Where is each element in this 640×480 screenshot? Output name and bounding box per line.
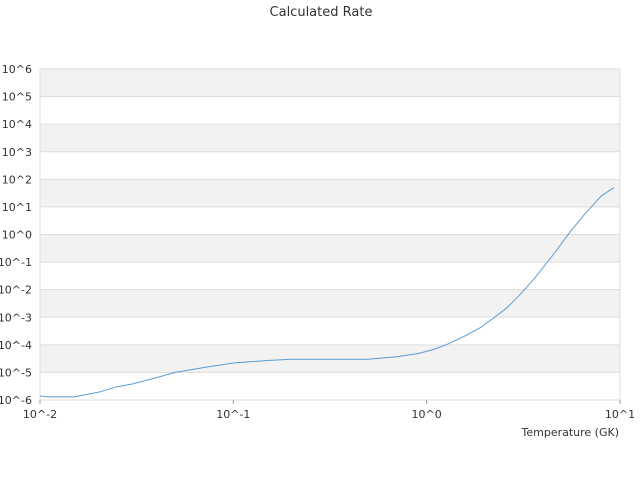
y-tick-label: 10^-4 bbox=[0, 339, 32, 352]
grid-band bbox=[40, 372, 620, 400]
grid-band bbox=[40, 289, 620, 318]
grid-band bbox=[40, 69, 620, 97]
x-tick-label: 10^-1 bbox=[216, 408, 250, 421]
grid-band bbox=[40, 234, 620, 263]
grid-band bbox=[40, 151, 620, 180]
grid-bands bbox=[40, 69, 620, 400]
y-tick-label: 10^0 bbox=[2, 229, 32, 242]
chart-title: Calculated Rate bbox=[270, 5, 373, 20]
x-axis: 10^-2 10^-1 10^0 10^1 bbox=[23, 400, 635, 421]
y-tick-label: 10^-6 bbox=[0, 394, 32, 407]
grid-band bbox=[40, 179, 620, 207]
x-tick-label: 10^1 bbox=[605, 408, 635, 421]
series-layer bbox=[39, 187, 615, 398]
y-tick-label: 10^-5 bbox=[0, 366, 32, 379]
y-tick-label: 10^-2 bbox=[0, 284, 32, 297]
grid-band bbox=[40, 262, 620, 290]
x-tick-label: 10^0 bbox=[412, 408, 442, 421]
y-tick-label: 10^-1 bbox=[0, 256, 32, 269]
grid-band bbox=[40, 206, 620, 235]
y-tick-label: 10^3 bbox=[2, 146, 32, 159]
y-tick-label: 10^1 bbox=[2, 201, 32, 214]
grid-band bbox=[40, 96, 620, 125]
y-tick-label: 10^2 bbox=[2, 173, 32, 186]
grid-band bbox=[40, 344, 620, 373]
y-tick-label: 10^-3 bbox=[0, 311, 32, 324]
x-tick-label: 10^-2 bbox=[23, 408, 57, 421]
y-tick-label: 10^4 bbox=[2, 118, 32, 131]
rate-series-line bbox=[39, 187, 615, 398]
grid-lines bbox=[39, 68, 621, 401]
grid-band bbox=[40, 317, 620, 345]
y-tick-label: 10^6 bbox=[2, 63, 32, 76]
y-axis: 10^-6 10^-5 10^-4 10^-3 10^-2 10^-1 10^0 10^1 10… bbox=[0, 63, 32, 407]
x-axis-title: Temperature (GK) bbox=[521, 426, 620, 439]
grid-band bbox=[40, 124, 620, 152]
y-tick-label: 10^5 bbox=[2, 91, 32, 104]
